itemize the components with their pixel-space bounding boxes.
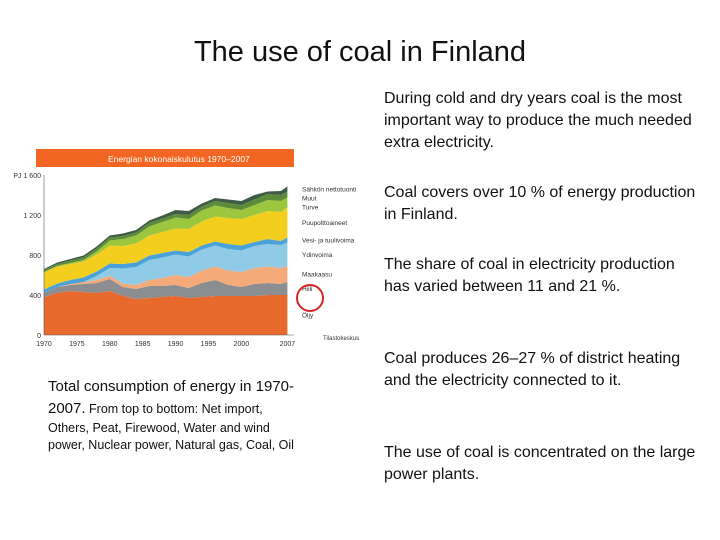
- chart-header-band: [36, 149, 294, 167]
- paragraph-4: Coal produces 26–27 % of district heatin…: [384, 350, 681, 389]
- x-tick-label: 2000: [234, 341, 250, 348]
- x-tick-label: 1970: [36, 341, 52, 348]
- legend-label-4: Vesi- ja tuulivoima: [302, 238, 355, 245]
- chart-title: Energian kokonaiskulutus 1970–2007: [108, 154, 250, 164]
- coal-highlight-circle: [296, 284, 324, 312]
- chart-svg: Energian kokonaiskulutus 1970–2007 0 400 8…: [13, 149, 359, 348]
- legend-label-0: Öljy: [302, 312, 314, 320]
- chart-source: Tilastokeskus: [323, 336, 359, 342]
- legend-label-3: Ydinvoima: [302, 252, 333, 259]
- x-tick-label: 2007: [280, 341, 296, 348]
- slide-title: The use of coal in Finland: [193, 36, 527, 68]
- y-tick-label: PJ 1 600: [13, 173, 41, 180]
- paragraph-3: The share of coal in electricity product…: [384, 256, 675, 295]
- y-axis: 0 400 800 1 200 PJ 1 600: [13, 173, 45, 340]
- x-tick-label: 1975: [69, 341, 85, 348]
- area-series-0: [44, 291, 288, 335]
- caption-bold: Total consumption of energy in 1970-2007…: [48, 378, 294, 417]
- paragraph-5: The use of coal is concentrated on the l…: [384, 444, 696, 483]
- area-series-2: [44, 266, 288, 293]
- y-tick-label: 800: [29, 253, 41, 260]
- area-series-1: [44, 279, 288, 299]
- x-axis: 1970 1975 1980 1985 1990 1995 2000 2007: [36, 334, 296, 348]
- energy-consumption-chart: Energian kokonaiskulutus 1970–2007 0 400 8…: [8, 145, 363, 355]
- area-series-4: [44, 237, 288, 293]
- y-tick-label: 400: [29, 293, 41, 300]
- legend-label-1: Hiili: [302, 286, 312, 293]
- area-series-3: [44, 242, 288, 293]
- area-series-7: [44, 191, 288, 272]
- paragraph-2: Coal covers over 10 % of energy producti…: [384, 184, 696, 223]
- area-series-5: [44, 207, 288, 290]
- paragraph-1: During cold and dry years coal is the mo…: [384, 90, 692, 151]
- y-tick-label: 0: [37, 333, 41, 340]
- area-series-group: [44, 186, 288, 335]
- chart-legend: Öljy Hiili Maakaasu Ydinvoima Vesi- ja tuuli…: [302, 187, 356, 320]
- area-series-8: [44, 186, 288, 270]
- chart-caption: Total consumption of energy in 1970-2007…: [48, 376, 298, 454]
- area-series-6: [44, 197, 288, 273]
- legend-label-5: Puupolttoaineet: [302, 220, 347, 227]
- y-tick-label: 1 200: [23, 213, 41, 220]
- legend-label-7: Muut: [302, 196, 317, 203]
- legend-label-8: Sähkön nettotuonti: [302, 187, 356, 194]
- x-tick-label: 1985: [135, 341, 151, 348]
- x-tick-label: 1980: [102, 341, 118, 348]
- x-tick-label: 1995: [201, 341, 217, 348]
- x-tick-label: 1990: [168, 341, 184, 348]
- legend-label-2: Maakaasu: [302, 272, 332, 279]
- caption-text: From top to bottom: Net import, Others, …: [48, 402, 294, 452]
- legend-label-6: Turve: [302, 205, 319, 212]
